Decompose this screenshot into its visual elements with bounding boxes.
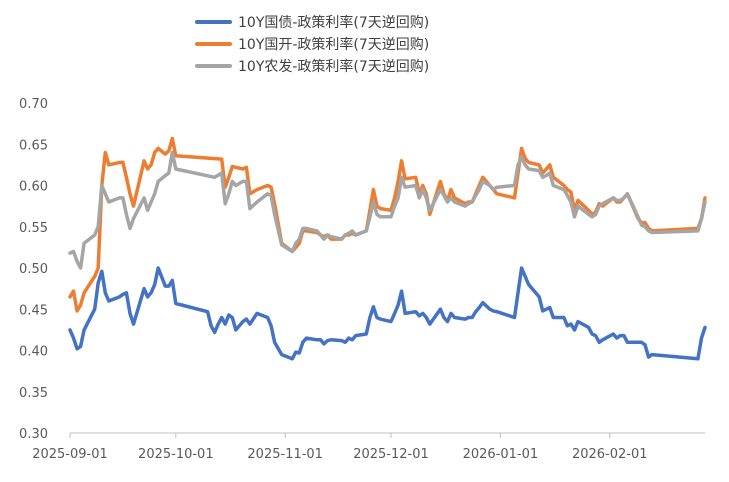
y-tick-label: 0.55	[19, 221, 48, 236]
series-line-2	[68, 136, 707, 313]
legend-label-3: 10Y农发-政策利率(7天逆回购)	[238, 58, 429, 75]
x-tick-label: 2025-09-01	[32, 447, 108, 462]
legend-label-1: 10Y国债-政策利率(7天逆回购)	[238, 14, 429, 31]
y-tick-label: 0.40	[19, 345, 48, 360]
x-tick-label: 2025-12-01	[353, 447, 429, 462]
y-tick-label: 0.65	[19, 138, 48, 153]
y-tick-label: 0.60	[19, 180, 48, 195]
series-line-1	[68, 266, 707, 361]
x-axis: 2025-09-01 2025-10-01 2025-11-01 2025-12-01…	[32, 432, 705, 462]
series-line-3	[68, 150, 707, 270]
series-lines	[68, 136, 707, 361]
legend: 10Y国债-政策利率(7天逆回购) 10Y国开-政策利率(7天逆回购) 10Y农发-…	[195, 14, 429, 75]
x-tick-label: 2026-01-01	[463, 447, 539, 462]
y-tick-label: 0.70	[19, 97, 48, 112]
y-tick-label: 0.30	[19, 427, 48, 442]
y-axis-tick-labels: 0.30 0.35 0.40 0.45 0.50 0.55 0.60 0.65 0.70	[19, 97, 48, 442]
y-tick-label: 0.35	[19, 386, 48, 401]
y-tick-label: 0.45	[19, 303, 48, 318]
y-tick-label: 0.50	[19, 262, 48, 277]
x-tick-label: 2026-02-01	[572, 447, 648, 462]
legend-label-2: 10Y国开-政策利率(7天逆回购)	[238, 36, 429, 53]
x-tick-label: 2025-11-01	[247, 447, 323, 462]
x-tick-label: 2025-10-01	[138, 447, 214, 462]
